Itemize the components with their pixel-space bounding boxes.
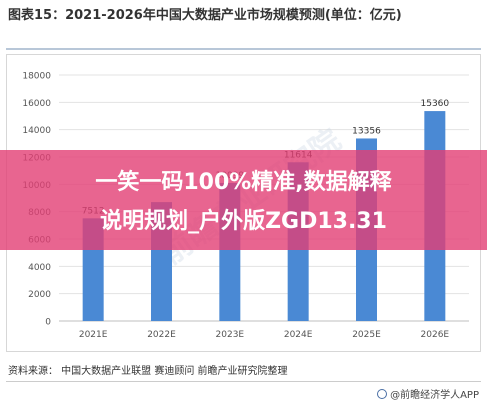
x-tick-label: 2024E xyxy=(284,330,313,340)
source-note: 资料来源： 中国大数据产业联盟 赛迪顾问 前瞻产业研究院整理 xyxy=(8,366,288,377)
logo-icon xyxy=(377,388,388,399)
y-tick-label: 2000 xyxy=(28,290,51,300)
data-label: 13356 xyxy=(352,126,381,136)
footer-divider xyxy=(6,381,481,382)
chart-title: 图表15：2021-2026年中国大数据产业市场规模预测(单位：亿元) xyxy=(8,8,402,23)
x-tick-label: 2025E xyxy=(352,330,381,340)
y-tick-label: 16000 xyxy=(22,99,51,109)
logo-text: @前瞻经济学人APP xyxy=(390,390,479,401)
publisher-logo: @前瞻经济学人APP xyxy=(377,386,479,401)
overlay-banner xyxy=(0,150,487,250)
title-divider xyxy=(6,48,481,50)
y-tick-label: 0 xyxy=(45,318,51,328)
x-tick-label: 2022E xyxy=(147,330,176,340)
y-tick-label: 18000 xyxy=(22,72,51,82)
x-tick-label: 2021E xyxy=(79,330,108,340)
data-label: 15360 xyxy=(421,99,450,109)
banner-line-2: 说明规划_户外版ZGD13.31 xyxy=(100,209,387,234)
y-tick-label: 4000 xyxy=(28,263,51,273)
x-tick-label: 2026E xyxy=(421,330,450,340)
banner-line-1: 一笑一码100%精准,数据解释 xyxy=(95,170,392,195)
x-tick-label: 2023E xyxy=(216,330,245,340)
y-tick-label: 14000 xyxy=(22,126,51,136)
